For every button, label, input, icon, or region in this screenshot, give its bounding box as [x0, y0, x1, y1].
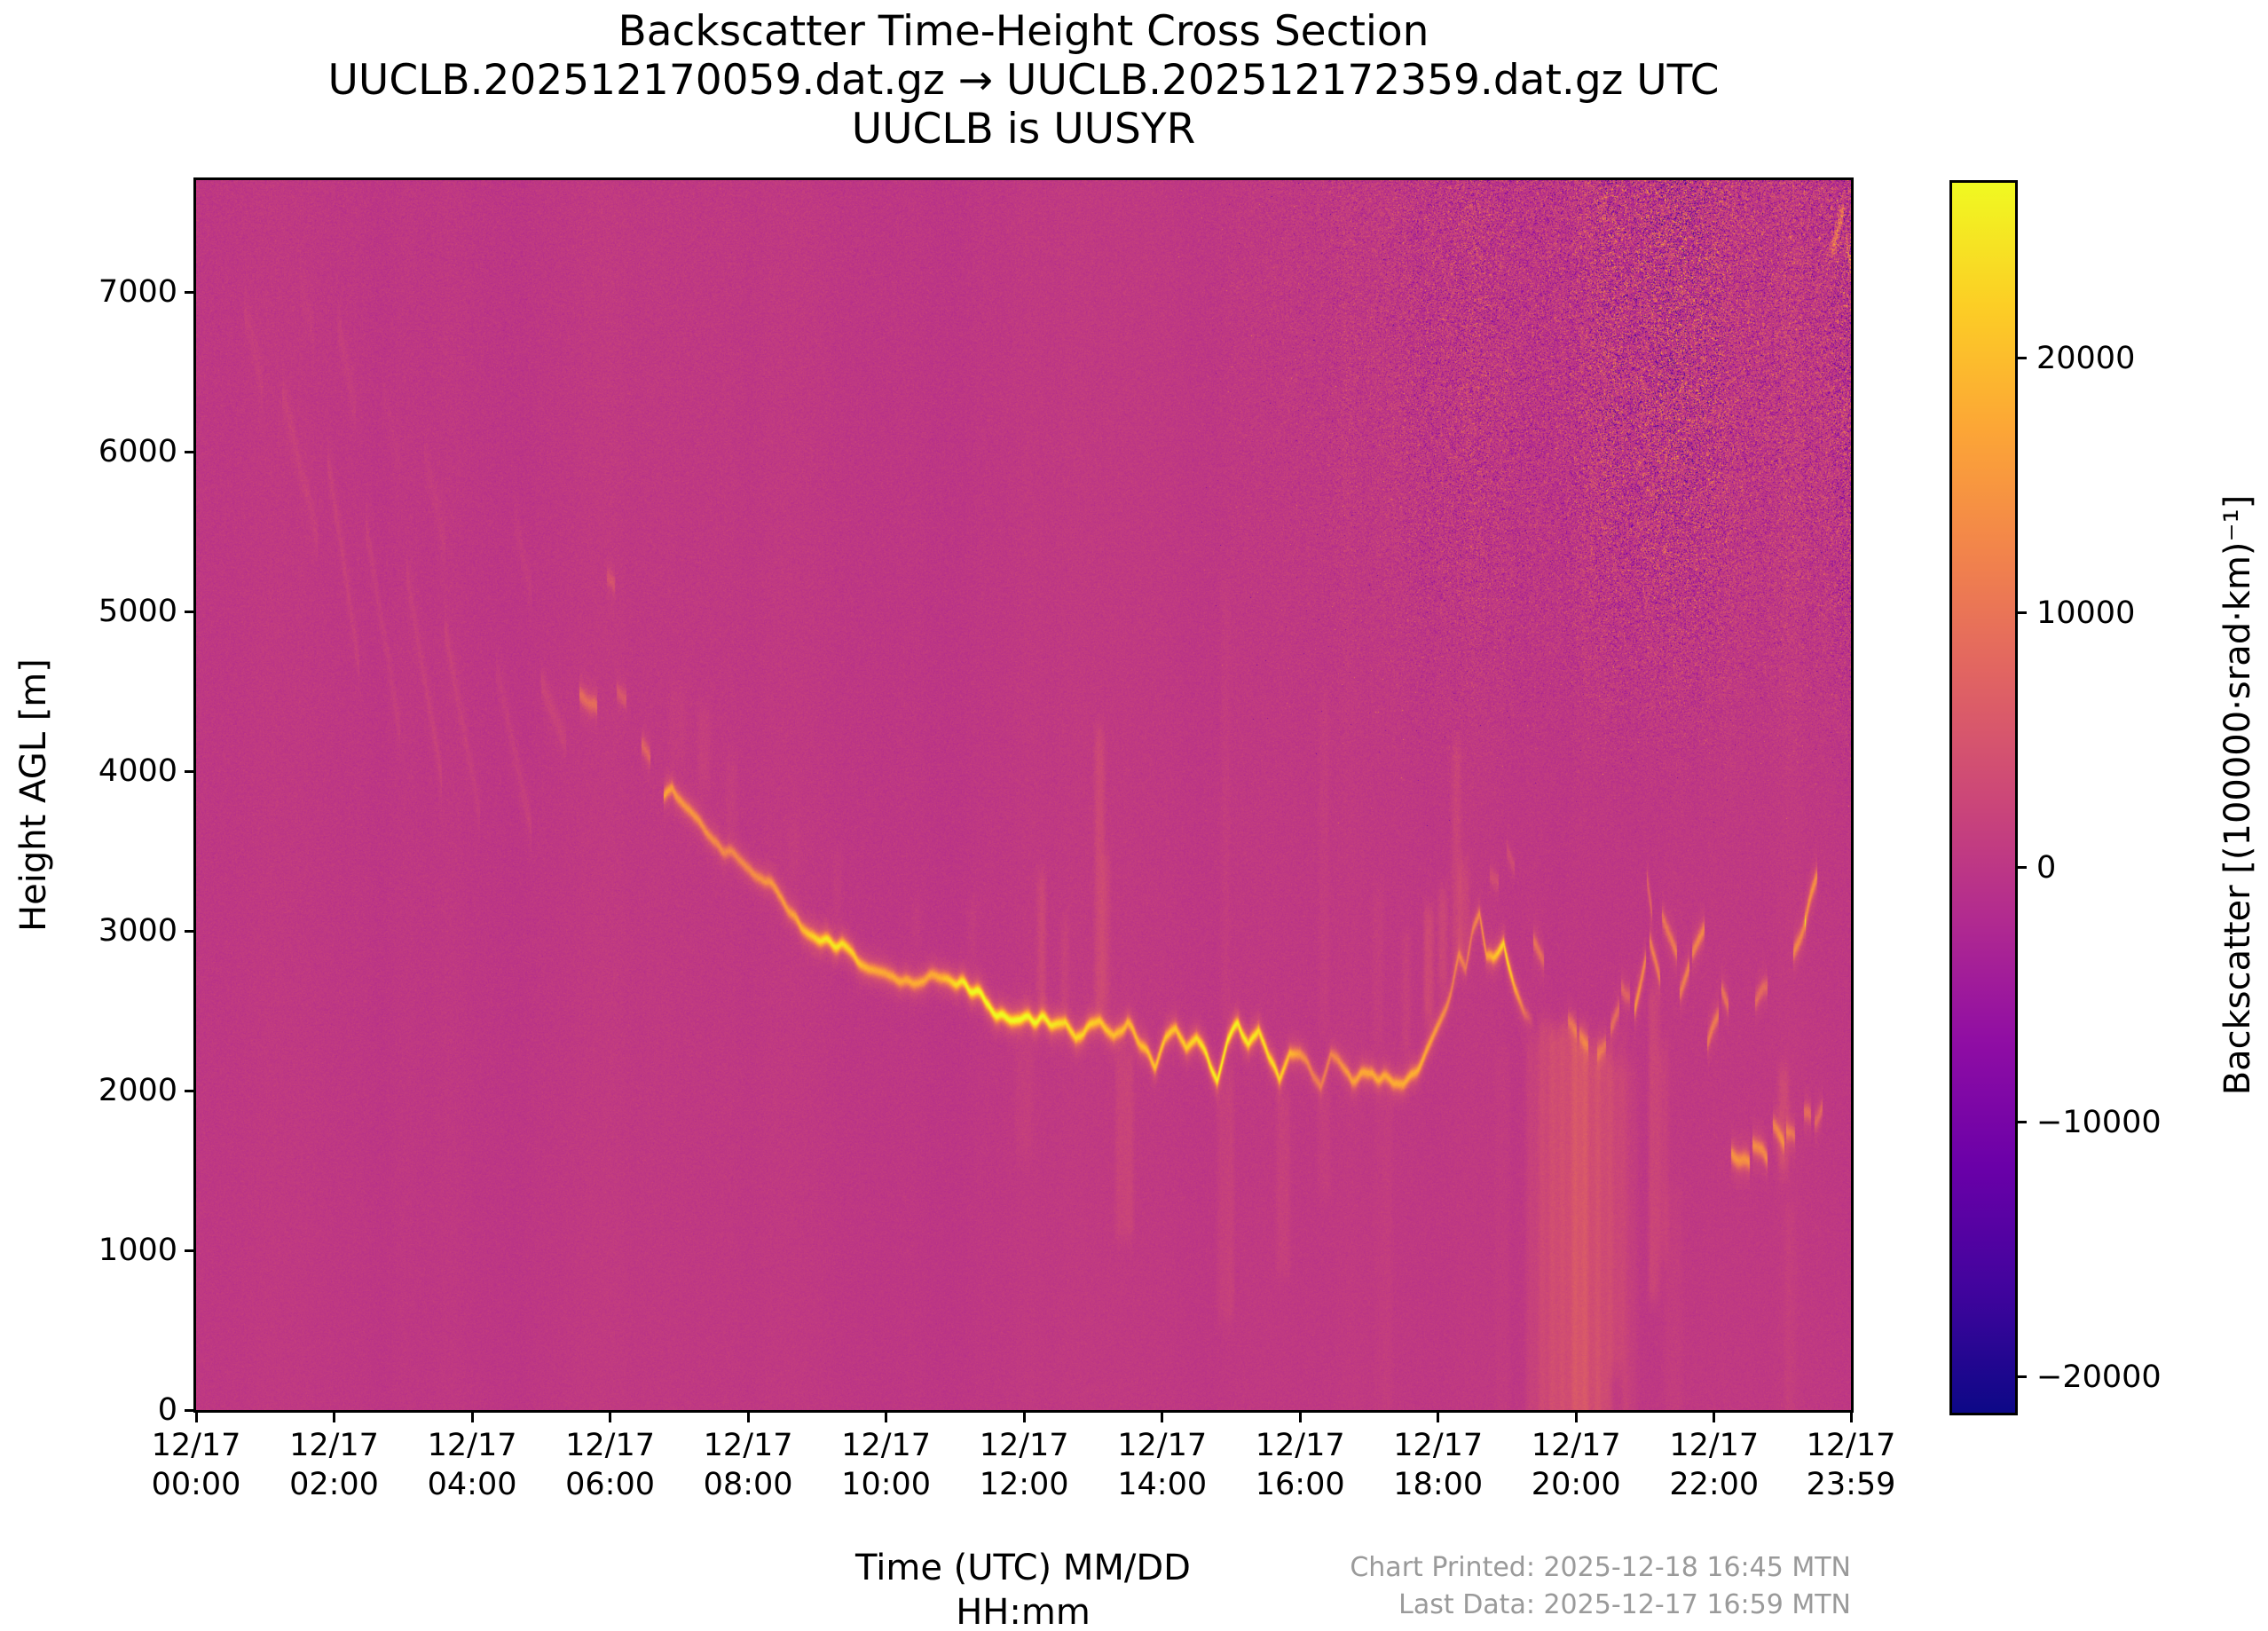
last-data-text: Last Data: 2025-12-17 16:59 MTN: [1398, 1589, 1851, 1620]
x-tick-mark: [885, 1410, 888, 1422]
x-tick-mark: [609, 1410, 612, 1422]
colorbar-tick-mark: [2015, 1375, 2027, 1379]
chart-title-line2: UUCLB.202512170059.dat.gz → UUCLB.202512…: [327, 55, 1720, 105]
x-tick-label: 12/17 06:00: [565, 1428, 655, 1502]
y-tick-label: 3000: [98, 913, 177, 949]
x-tick-label: 12/17 22:00: [1669, 1428, 1760, 1502]
colorbar-tick-mark: [2015, 1121, 2027, 1124]
x-tick-label: 12/17 14:00: [1117, 1428, 1208, 1502]
y-tick-mark: [185, 1408, 196, 1412]
x-tick-mark: [194, 1410, 198, 1422]
x-tick-mark: [470, 1410, 474, 1422]
x-tick-label: 12/17 08:00: [703, 1428, 793, 1502]
y-axis-label: Height AGL [m]: [13, 658, 54, 932]
colorbar: [1949, 180, 2018, 1415]
x-tick-mark: [746, 1410, 750, 1422]
y-tick-mark: [185, 1089, 196, 1092]
y-tick-label: 7000: [98, 274, 177, 310]
y-tick-label: 1000: [98, 1233, 177, 1268]
y-tick-mark: [185, 290, 196, 294]
y-tick-label: 6000: [98, 434, 177, 469]
x-tick-label: 12/17 10:00: [841, 1428, 932, 1502]
x-tick-label: 12/17 12:00: [979, 1428, 1069, 1502]
x-tick-mark: [1298, 1410, 1302, 1422]
y-tick-label: 4000: [98, 753, 177, 789]
y-tick-mark: [185, 929, 196, 933]
colorbar-label: Backscatter [(100000·srad·km)⁻¹]: [2217, 494, 2258, 1096]
x-tick-label: 12/17 23:59: [1806, 1428, 1896, 1502]
y-tick-mark: [185, 450, 196, 453]
footer-annotations: Chart Printed: 2025-12-18 16:45 MTN Last…: [1350, 1549, 1851, 1624]
y-tick-label: 0: [157, 1392, 177, 1428]
x-axis-label: Time (UTC) MM/DD HH:mm: [855, 1548, 1191, 1631]
x-tick-mark: [1022, 1410, 1026, 1422]
x-tick-label: 12/17 04:00: [427, 1428, 517, 1502]
x-tick-label: 12/17 18:00: [1393, 1428, 1484, 1502]
heatmap-canvas: [196, 180, 1851, 1410]
x-tick-mark: [1849, 1410, 1853, 1422]
x-tick-mark: [1437, 1410, 1440, 1422]
colorbar-tick-label: −10000: [2036, 1104, 2162, 1140]
y-tick-label: 5000: [98, 594, 177, 629]
x-tick-label: 12/17 02:00: [289, 1428, 379, 1502]
x-tick-mark: [1574, 1410, 1578, 1422]
colorbar-tick-mark: [2015, 357, 2027, 360]
colorbar-tick-label: 0: [2036, 849, 2057, 886]
y-tick-label: 2000: [98, 1073, 177, 1108]
y-tick-mark: [185, 769, 196, 773]
x-tick-label: 12/17 16:00: [1255, 1428, 1345, 1502]
colorbar-tick-mark: [2015, 611, 2027, 615]
chart-printed-text: Chart Printed: 2025-12-18 16:45 MTN: [1350, 1552, 1851, 1583]
x-tick-label: 12/17 20:00: [1531, 1428, 1621, 1502]
colorbar-tick-label: 20000: [2036, 340, 2136, 376]
chart-title-block: Backscatter Time-Height Cross Section UU…: [196, 7, 1851, 154]
colorbar-tick-mark: [2015, 866, 2027, 870]
y-tick-mark: [185, 610, 196, 613]
chart-title-line3: UUCLB is UUSYR: [851, 104, 1196, 154]
x-tick-mark: [333, 1410, 336, 1422]
chart-title-line1: Backscatter Time-Height Cross Section: [618, 7, 1429, 56]
x-tick-mark: [1713, 1410, 1716, 1422]
y-tick-mark: [185, 1249, 196, 1252]
x-tick-label: 12/17 00:00: [151, 1428, 241, 1502]
x-tick-mark: [1161, 1410, 1164, 1422]
colorbar-tick-label: −20000: [2036, 1359, 2162, 1395]
colorbar-tick-label: 10000: [2036, 595, 2136, 631]
